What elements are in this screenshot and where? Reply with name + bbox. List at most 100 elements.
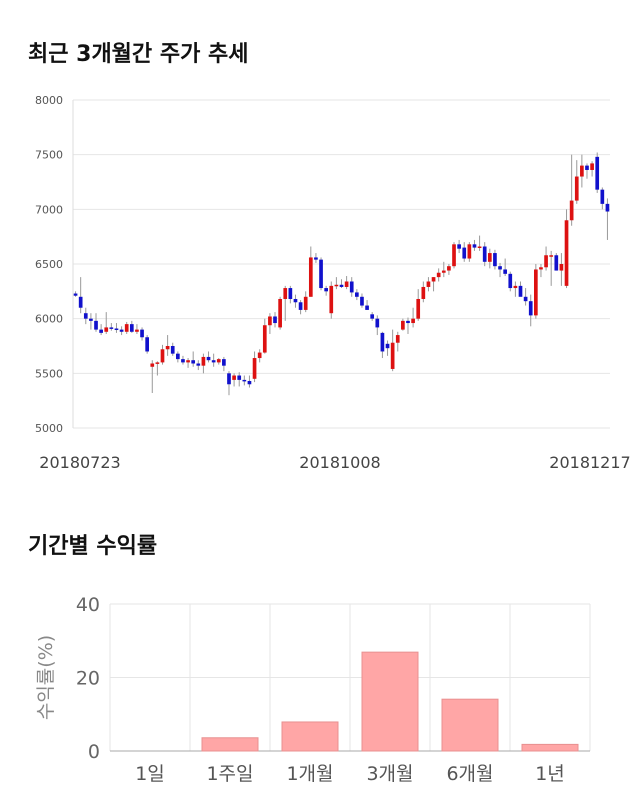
candle-body [145, 337, 149, 352]
candle [114, 323, 119, 333]
candle [360, 293, 364, 308]
candle [268, 313, 272, 334]
candle [135, 324, 139, 334]
x-tick-label: 20181217 [549, 453, 630, 472]
candle [447, 264, 451, 275]
candle [99, 324, 103, 336]
return-by-period-title: 기간별 수익률 [28, 534, 158, 559]
candle-body [544, 255, 548, 268]
candle [411, 307, 415, 328]
candle-body [216, 359, 221, 363]
candle [605, 198, 610, 240]
candle [308, 246, 313, 297]
candle-body [176, 353, 180, 360]
candle [375, 315, 380, 336]
bar [281, 721, 339, 752]
candle [421, 281, 426, 303]
candle-body [201, 356, 206, 366]
candle-body [191, 360, 196, 364]
candle [293, 294, 298, 308]
candle [89, 313, 93, 330]
candle [574, 160, 579, 204]
candle-body [487, 253, 492, 262]
candle [590, 161, 594, 177]
candle-body [493, 253, 497, 267]
candle-body [329, 285, 334, 314]
candle-body [119, 329, 124, 332]
candle [278, 296, 282, 330]
candle [334, 277, 339, 290]
candle [498, 262, 502, 278]
candle-body [600, 189, 605, 204]
candle-body [406, 320, 410, 324]
candle [227, 371, 231, 396]
candle [211, 353, 216, 367]
candle [222, 356, 226, 372]
candle-body [595, 156, 600, 190]
candle [370, 312, 375, 321]
candle-body [534, 269, 538, 316]
candle [262, 318, 267, 354]
x-tick-label: 20180723 [39, 453, 120, 472]
candle [380, 331, 385, 359]
candle [513, 281, 518, 297]
candle-body [324, 288, 328, 292]
candle [467, 242, 472, 262]
candle [242, 375, 247, 386]
candle [273, 312, 277, 328]
candle [600, 187, 605, 210]
y-axis-label: 수익률(%) [35, 635, 57, 720]
candle-body [303, 296, 308, 310]
candle [196, 360, 201, 371]
candle-body [344, 281, 349, 287]
candle [493, 249, 497, 270]
x-tick-label: 1일 [135, 763, 165, 785]
candle-body [160, 349, 165, 363]
candle-body [262, 325, 267, 353]
candle-body [349, 281, 354, 293]
candle [165, 335, 170, 356]
candle [390, 329, 395, 372]
candle-body [155, 362, 160, 364]
candle [191, 351, 196, 367]
candle-body [426, 281, 431, 287]
y-tick-label: 7000 [35, 203, 63, 216]
candle-body [334, 284, 339, 287]
candle-body [580, 165, 584, 177]
candle [257, 349, 262, 363]
candle-body [222, 359, 226, 366]
x-tick-label: 3개월 [366, 763, 413, 785]
candle [431, 277, 436, 292]
candle-body [360, 296, 364, 306]
x-tick-label: 1개월 [286, 763, 333, 785]
candle [452, 242, 456, 269]
candle [283, 285, 288, 321]
candle [83, 307, 88, 325]
candle-body [370, 314, 375, 319]
candle-body [467, 244, 472, 259]
candle [355, 289, 359, 301]
candle [503, 258, 507, 277]
candle-body [385, 343, 390, 349]
candle [145, 335, 149, 354]
candle-body [554, 255, 559, 271]
candle [319, 257, 323, 291]
candle [170, 342, 175, 356]
candle [140, 327, 144, 341]
candle [534, 264, 538, 319]
candle-body [293, 298, 298, 303]
candle [186, 358, 190, 368]
candle [303, 291, 308, 313]
candle-body [355, 292, 359, 297]
candle-body [585, 165, 589, 170]
candle [237, 372, 242, 387]
candle [119, 326, 124, 336]
candle [482, 242, 487, 267]
candle-body [314, 257, 318, 260]
x-tick-label: 6개월 [446, 763, 493, 785]
candle [206, 351, 211, 363]
candle-body [247, 380, 252, 385]
candle [365, 300, 369, 310]
candle [441, 261, 446, 278]
candle [385, 340, 390, 356]
